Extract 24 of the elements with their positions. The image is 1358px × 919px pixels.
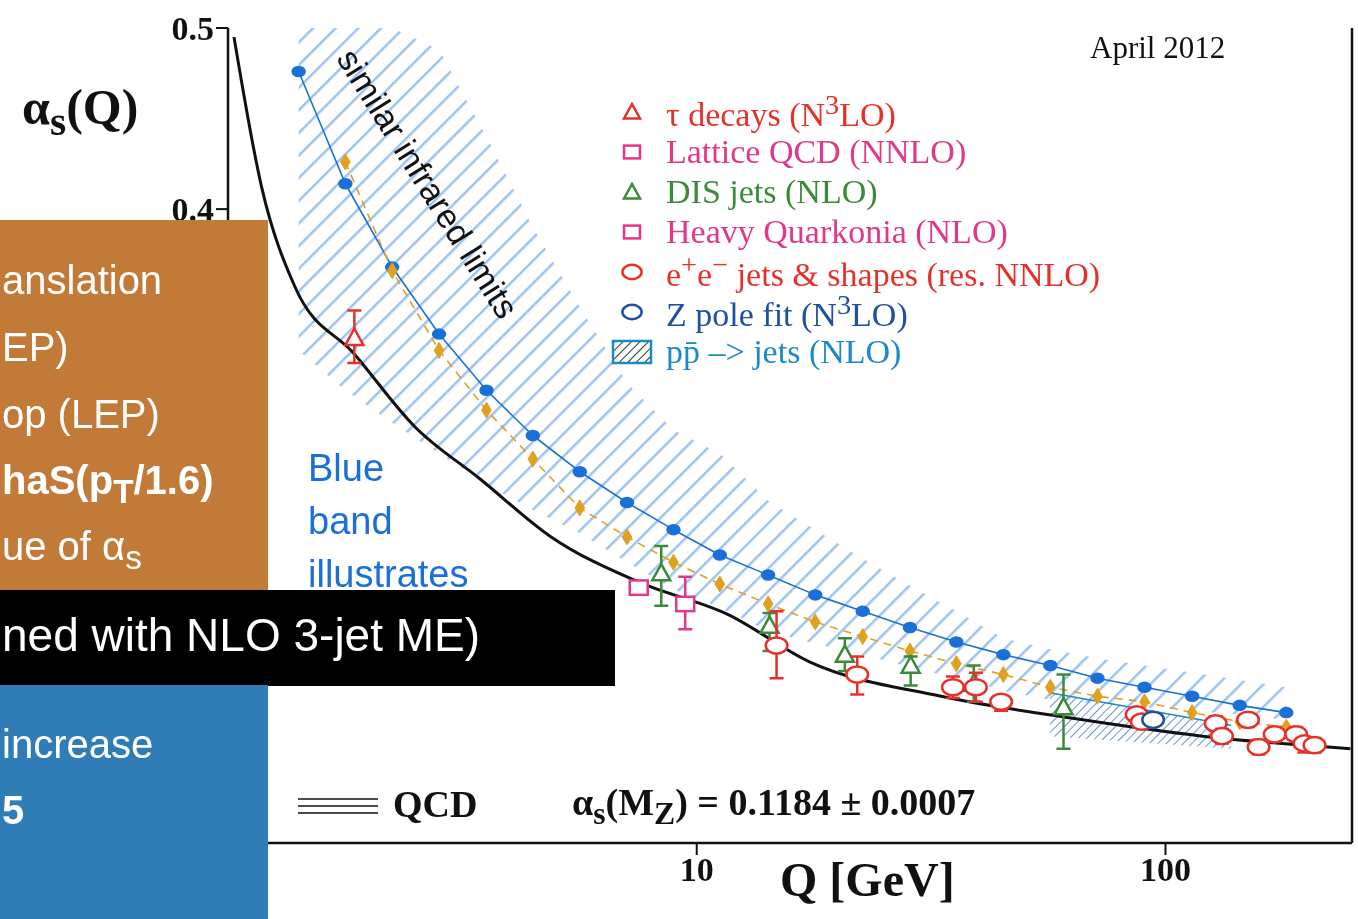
x-tick-label: 100 [1139,851,1191,889]
text: ue of α$_{s}$ [2,524,142,577]
text: op (LEP) [2,392,160,437]
legend-label: τ decays (N$^{3}$LO) [666,89,896,135]
annotation: Blue band illustrates [308,446,469,597]
y-axis-title: α$_{s}$(Q) [22,78,139,145]
text: anslation [2,258,163,303]
text: EP) [2,325,69,370]
annotation: ned with NLO 3-jet ME) [2,608,481,662]
annotation: April 2012 [1090,30,1226,66]
y-tick-label: 0.5 [171,10,214,48]
text: pp̄ –> jets (NLO) [666,333,902,371]
legend-label: Heavy Quarkonia (NLO) [666,213,1008,251]
legend-label: e$^{+}$e$^{−}$ jets & shapes (res. NNLO) [666,249,1101,295]
y-tick-label: 0.4 [171,191,214,229]
annotation: α$_{s}$(M$_{Z}$) = 0.1184 ± 0.0007 [572,780,976,832]
text: 5 [2,788,25,833]
legend-label: Lattice QCD (NNLO) [666,133,967,171]
x-tick-label: 10 [679,851,714,889]
text: increase [2,722,154,767]
legend-label: DIS jets (NLO) [666,173,878,211]
x-axis-title: Q [GeV] [780,852,955,907]
annotation: QCD [393,782,478,826]
text: haS(p$_{T}$/1.6) [2,458,214,511]
